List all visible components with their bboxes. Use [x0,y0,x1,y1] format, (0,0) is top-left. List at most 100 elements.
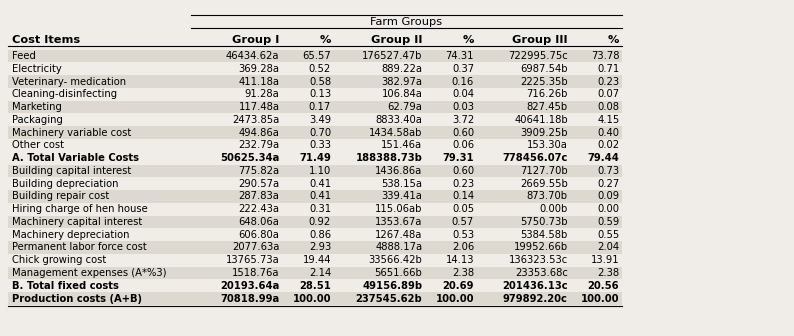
Text: 1434.58ab: 1434.58ab [369,128,422,137]
Text: 979892.20c: 979892.20c [503,294,568,303]
Text: 74.31: 74.31 [445,51,474,61]
Text: 2.38: 2.38 [452,268,474,278]
Text: 0.31: 0.31 [309,204,331,214]
Text: 100.00: 100.00 [436,294,474,303]
Text: 1518.76a: 1518.76a [232,268,279,278]
Text: 7127.70b: 7127.70b [520,166,568,176]
Text: 0.14: 0.14 [452,192,474,201]
Text: Hiring charge of hen house: Hiring charge of hen house [12,204,148,214]
Text: 2.93: 2.93 [309,243,331,252]
Text: 0.86: 0.86 [309,230,331,240]
Text: 889.22a: 889.22a [381,64,422,74]
Text: 5750.73b: 5750.73b [520,217,568,227]
Text: 1353.67a: 1353.67a [375,217,422,227]
Text: Electricity: Electricity [12,64,62,74]
Text: 19.44: 19.44 [303,255,331,265]
Text: 2.14: 2.14 [309,268,331,278]
Text: Other cost: Other cost [12,140,64,150]
Text: Building depreciation: Building depreciation [12,179,118,188]
Text: 71.49: 71.49 [299,153,331,163]
Text: 62.79a: 62.79a [387,102,422,112]
Text: %: % [463,35,474,45]
FancyBboxPatch shape [8,126,622,139]
FancyBboxPatch shape [8,216,622,228]
Text: 3.49: 3.49 [309,115,331,125]
Text: 0.40: 0.40 [597,128,619,137]
Text: 0.03: 0.03 [452,102,474,112]
Text: 151.46a: 151.46a [381,140,422,150]
FancyBboxPatch shape [8,50,622,62]
Text: 5651.66b: 5651.66b [375,268,422,278]
Text: 722995.75c: 722995.75c [508,51,568,61]
Text: 73.78: 73.78 [591,51,619,61]
Text: Feed: Feed [12,51,36,61]
Text: 20.69: 20.69 [442,281,474,291]
Text: 237545.62b: 237545.62b [356,294,422,303]
FancyBboxPatch shape [8,292,622,305]
Text: 0.16: 0.16 [452,77,474,86]
Text: 2.04: 2.04 [597,243,619,252]
Text: 201436.13c: 201436.13c [502,281,568,291]
Text: 0.60: 0.60 [452,128,474,137]
Text: Packaging: Packaging [12,115,63,125]
Text: 0.73: 0.73 [597,166,619,176]
Text: 100.00: 100.00 [293,294,331,303]
Text: 136323.53c: 136323.53c [508,255,568,265]
FancyBboxPatch shape [8,75,622,88]
Text: 91.28a: 91.28a [245,89,279,99]
Text: 2.38: 2.38 [597,268,619,278]
Text: 5384.58b: 5384.58b [520,230,568,240]
Text: 494.86a: 494.86a [239,128,279,137]
Text: 13.91: 13.91 [591,255,619,265]
Text: 106.84a: 106.84a [382,89,422,99]
Text: 0.00b: 0.00b [539,204,568,214]
Text: 0.08: 0.08 [597,102,619,112]
Text: 33566.42b: 33566.42b [368,255,422,265]
Text: 70818.99a: 70818.99a [220,294,279,303]
Text: 411.18a: 411.18a [238,77,279,86]
Text: 0.06: 0.06 [452,140,474,150]
Text: 0.00: 0.00 [597,204,619,214]
Text: Group III: Group III [512,35,568,45]
Text: 716.26b: 716.26b [526,89,568,99]
Text: 287.83a: 287.83a [239,192,279,201]
Text: 0.60: 0.60 [452,166,474,176]
Text: 14.13: 14.13 [445,255,474,265]
Text: 40641.18b: 40641.18b [514,115,568,125]
Text: 339.41a: 339.41a [382,192,422,201]
Text: 46434.62a: 46434.62a [226,51,279,61]
Text: 0.37: 0.37 [452,64,474,74]
Text: Veterinary- medication: Veterinary- medication [12,77,126,86]
Text: Machinery variable cost: Machinery variable cost [12,128,131,137]
Text: 3909.25b: 3909.25b [520,128,568,137]
Text: 827.45b: 827.45b [526,102,568,112]
Text: 1267.48a: 1267.48a [375,230,422,240]
Text: 0.41: 0.41 [309,179,331,188]
FancyBboxPatch shape [8,101,622,114]
Text: 0.57: 0.57 [452,217,474,227]
Text: 0.17: 0.17 [309,102,331,112]
Text: 778456.07c: 778456.07c [503,153,568,163]
Text: Cleaning-disinfecting: Cleaning-disinfecting [12,89,118,99]
Text: 0.92: 0.92 [309,217,331,227]
Text: 3.72: 3.72 [452,115,474,125]
Text: 0.41: 0.41 [309,192,331,201]
Text: 0.23: 0.23 [452,179,474,188]
Text: 0.59: 0.59 [597,217,619,227]
Text: 2225.35b: 2225.35b [520,77,568,86]
Text: 0.33: 0.33 [309,140,331,150]
Text: Building capital interest: Building capital interest [12,166,131,176]
Text: 115.06ab: 115.06ab [375,204,422,214]
Text: 0.55: 0.55 [597,230,619,240]
Text: 117.48a: 117.48a [238,102,279,112]
Text: 20.56: 20.56 [588,281,619,291]
Text: 50625.34a: 50625.34a [220,153,279,163]
FancyBboxPatch shape [8,241,622,254]
Text: 2473.85a: 2473.85a [232,115,279,125]
Text: 0.52: 0.52 [309,64,331,74]
Text: 0.23: 0.23 [597,77,619,86]
Text: 20193.64a: 20193.64a [220,281,279,291]
Text: 0.71: 0.71 [597,64,619,74]
Text: Management expenses (A*%3): Management expenses (A*%3) [12,268,167,278]
Text: 1436.86a: 1436.86a [375,166,422,176]
